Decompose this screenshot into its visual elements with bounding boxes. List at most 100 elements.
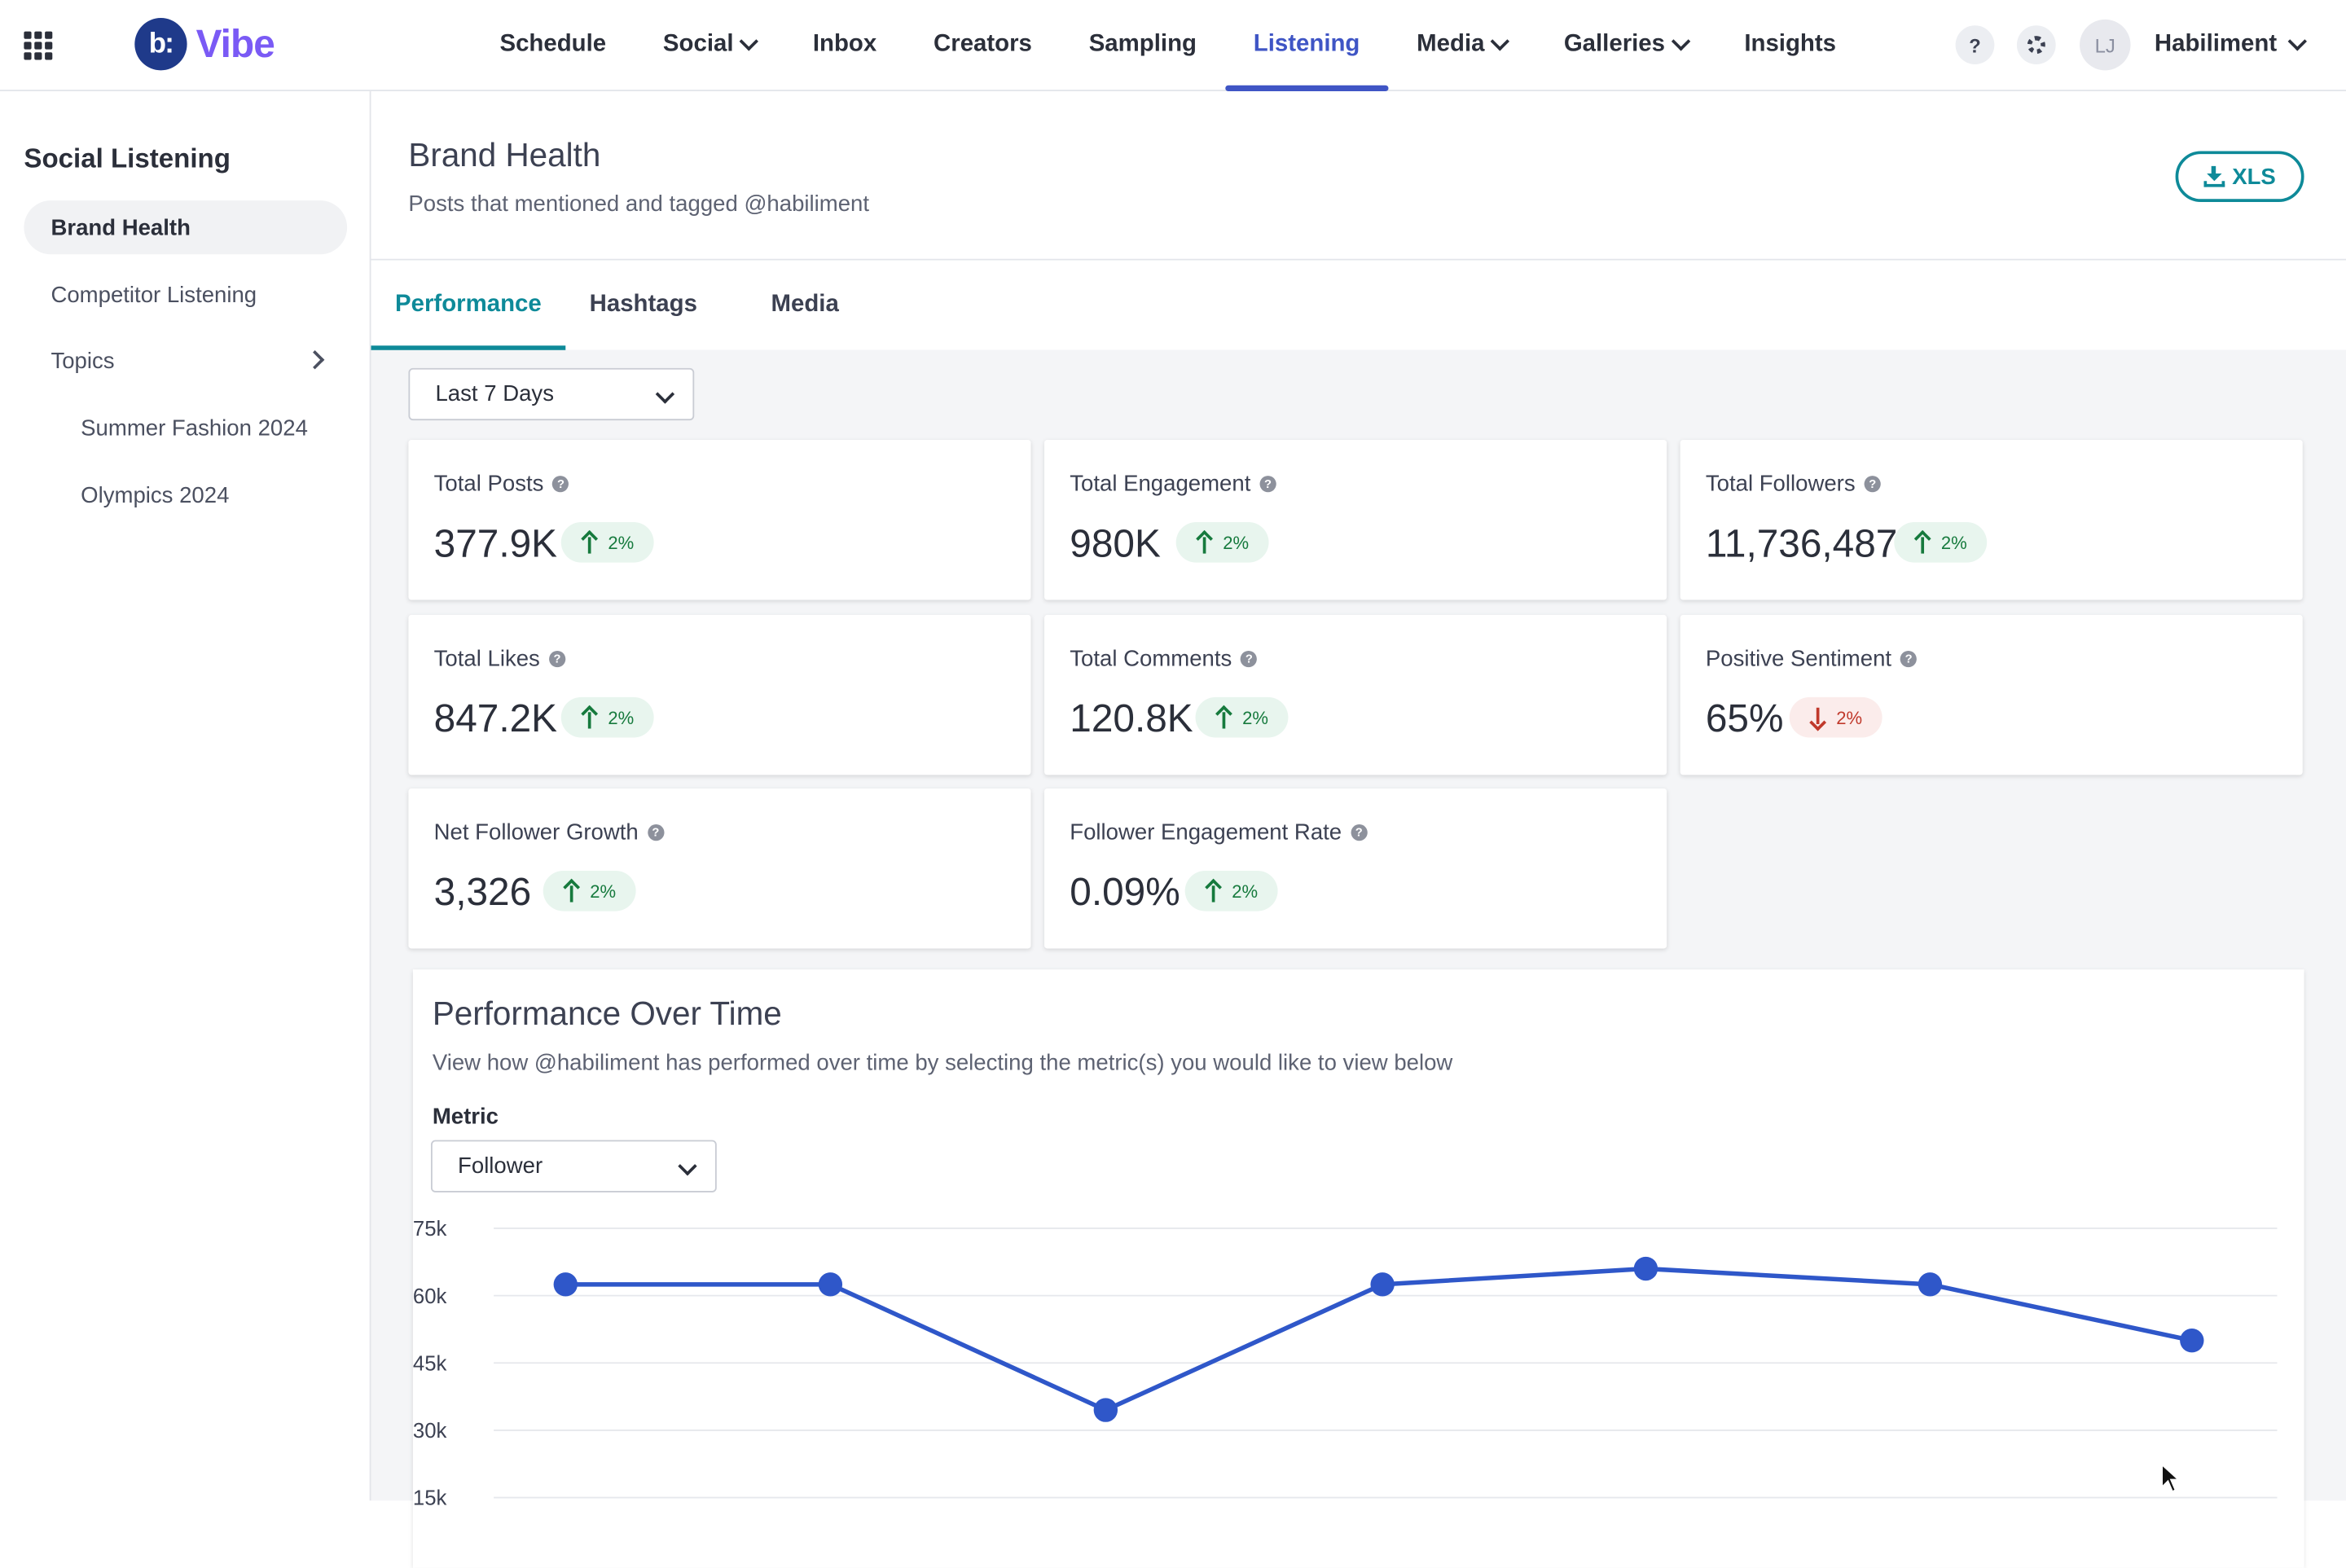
metric-delta-badge: 2% bbox=[1894, 522, 1988, 563]
nav-schedule[interactable]: Schedule bbox=[472, 0, 635, 90]
help-icon[interactable]: ? bbox=[647, 824, 664, 841]
metric-value: 11,736,487 bbox=[1705, 520, 1898, 566]
metric-card-total-followers: Total Followers? 11,736,487 2% bbox=[1680, 439, 2303, 600]
chevron-down-icon bbox=[740, 31, 759, 51]
help-icon[interactable]: ? bbox=[1864, 476, 1881, 493]
tab-performance[interactable]: Performance bbox=[371, 261, 566, 352]
sidebar-item-summer-fashion-2024[interactable]: Summer Fashion 2024 bbox=[24, 401, 347, 455]
nav-label: Sampling bbox=[1088, 31, 1197, 57]
sidebar-item-label: Brand Health bbox=[51, 214, 191, 240]
performance-description: View how @habiliment has performed over … bbox=[432, 1050, 1453, 1076]
metric-card-total-posts: Total Posts? 377.9K 2% bbox=[408, 439, 1031, 600]
metric-value: 847.2K bbox=[433, 696, 558, 741]
help-icon[interactable]: ? bbox=[552, 476, 569, 493]
metric-label: Positive Sentiment? bbox=[1706, 646, 1918, 672]
arrow-up-icon bbox=[1215, 704, 1233, 728]
data-point[interactable] bbox=[553, 1272, 578, 1297]
sidebar-item-topics[interactable]: Topics bbox=[24, 334, 347, 388]
metric-select-value: Follower bbox=[458, 1153, 543, 1179]
nav-media[interactable]: Media bbox=[1388, 0, 1535, 90]
data-point[interactable] bbox=[2180, 1329, 2204, 1353]
tab-hashtags[interactable]: Hashtags bbox=[565, 261, 721, 350]
metric-select[interactable]: Follower bbox=[430, 1140, 717, 1192]
metric-selector-label: Metric bbox=[432, 1104, 499, 1130]
tab-label: Hashtags bbox=[589, 292, 697, 318]
nav-galleries[interactable]: Galleries bbox=[1535, 0, 1716, 90]
sidebar-item-label: Summer Fashion 2024 bbox=[81, 415, 308, 441]
metric-delta-badge: 2% bbox=[560, 696, 654, 738]
nav-insights[interactable]: Insights bbox=[1716, 0, 1864, 90]
date-range-value: Last 7 Days bbox=[435, 381, 554, 407]
sidebar-item-label: Topics bbox=[51, 348, 115, 374]
help-icon[interactable]: ? bbox=[548, 650, 566, 668]
metric-card-total-likes: Total Likes? 847.2K 2% bbox=[408, 614, 1031, 775]
y-tick-label: 60k bbox=[413, 1285, 447, 1308]
sidebar-item-label: Olympics 2024 bbox=[81, 482, 230, 508]
metric-label: Total Engagement? bbox=[1070, 472, 1276, 497]
data-point[interactable] bbox=[1370, 1272, 1395, 1297]
help-button[interactable]: ? bbox=[1955, 25, 1995, 64]
y-tick-label: 45k bbox=[413, 1352, 447, 1375]
metric-label: Total Posts? bbox=[434, 472, 569, 497]
metric-value: 377.9K bbox=[433, 520, 558, 566]
main-nav: Schedule Social Inbox Creators Sampling … bbox=[472, 0, 1865, 92]
metric-value: 3,326 bbox=[433, 869, 532, 915]
data-point[interactable] bbox=[1918, 1272, 1943, 1297]
apps-grid-icon[interactable] bbox=[24, 31, 53, 60]
nav-label: Social bbox=[662, 31, 734, 57]
metric-label: Total Comments? bbox=[1070, 646, 1258, 672]
metric-delta-badge: 2% bbox=[560, 522, 654, 563]
chevron-down-icon bbox=[678, 1157, 697, 1176]
export-xls-button[interactable]: XLS bbox=[2175, 151, 2304, 202]
nav-social[interactable]: Social bbox=[635, 0, 784, 90]
sidebar: Social Listening Brand Health Competitor… bbox=[0, 91, 371, 1501]
metric-value: 0.09% bbox=[1070, 869, 1180, 915]
date-range-select[interactable]: Last 7 Days bbox=[408, 367, 695, 421]
arrow-up-icon bbox=[563, 877, 581, 902]
help-icon[interactable]: ? bbox=[1900, 650, 1918, 668]
arrow-up-icon bbox=[1205, 877, 1223, 902]
tab-media[interactable]: Media bbox=[721, 261, 889, 350]
avatar[interactable]: LJ bbox=[2080, 19, 2131, 71]
nav-listening[interactable]: Listening bbox=[1224, 0, 1389, 92]
nav-sampling[interactable]: Sampling bbox=[1061, 0, 1225, 90]
metric-card-net-follower-growth: Net Follower Growth? 3,326 2% bbox=[408, 788, 1031, 949]
sidebar-item-label: Competitor Listening bbox=[51, 282, 257, 308]
sidebar-item-competitor-listening[interactable]: Competitor Listening bbox=[24, 268, 347, 322]
metric-card-total-comments: Total Comments? 120.8K 2% bbox=[1044, 614, 1667, 775]
sidebar-item-olympics-2024[interactable]: Olympics 2024 bbox=[24, 468, 347, 522]
export-label: XLS bbox=[2232, 164, 2276, 190]
nav-creators[interactable]: Creators bbox=[905, 0, 1061, 90]
nav-label: Galleries bbox=[1563, 31, 1665, 57]
nav-inbox[interactable]: Inbox bbox=[784, 0, 905, 90]
help-icon[interactable]: ? bbox=[1241, 650, 1258, 668]
tab-label: Media bbox=[771, 292, 839, 318]
metric-card-positive-sentiment: Positive Sentiment? 65% 2% bbox=[1680, 614, 2303, 775]
page-title: Brand Health bbox=[408, 136, 601, 174]
tab-bar: Performance Hashtags Media bbox=[371, 260, 2346, 352]
chevron-down-icon bbox=[1491, 31, 1510, 51]
data-point[interactable] bbox=[1633, 1256, 1658, 1281]
arrow-up-icon bbox=[581, 704, 599, 728]
mouse-cursor-icon bbox=[2161, 1463, 2181, 1493]
nav-label: Media bbox=[1417, 31, 1485, 57]
account-menu[interactable]: Habiliment bbox=[2155, 0, 2307, 90]
performance-over-time-panel: Performance Over Time View how @habilime… bbox=[412, 969, 2304, 1568]
metric-value: 65% bbox=[1705, 696, 1784, 741]
help-icon[interactable]: ? bbox=[1351, 824, 1368, 841]
arrow-down-icon bbox=[1809, 706, 1827, 731]
y-tick-label: 30k bbox=[413, 1420, 447, 1443]
chevron-down-icon bbox=[2287, 31, 2307, 51]
settings-button[interactable] bbox=[2016, 25, 2056, 64]
arrow-up-icon bbox=[1914, 529, 1932, 553]
metric-label: Total Followers? bbox=[1706, 472, 1881, 497]
data-point[interactable] bbox=[818, 1272, 843, 1297]
sidebar-item-brand-health[interactable]: Brand Health bbox=[24, 200, 348, 255]
page-header: Brand Health Posts that mentioned and ta… bbox=[371, 91, 2346, 261]
arrow-up-icon bbox=[581, 529, 599, 553]
data-point[interactable] bbox=[1093, 1398, 1118, 1422]
help-icon[interactable]: ? bbox=[1259, 476, 1276, 493]
metric-label: Follower Engagement Rate? bbox=[1070, 820, 1368, 845]
vibe-logo[interactable]: b: Vibe bbox=[134, 18, 275, 71]
top-navigation: b: Vibe Schedule Social Inbox Creators S… bbox=[0, 0, 2346, 92]
